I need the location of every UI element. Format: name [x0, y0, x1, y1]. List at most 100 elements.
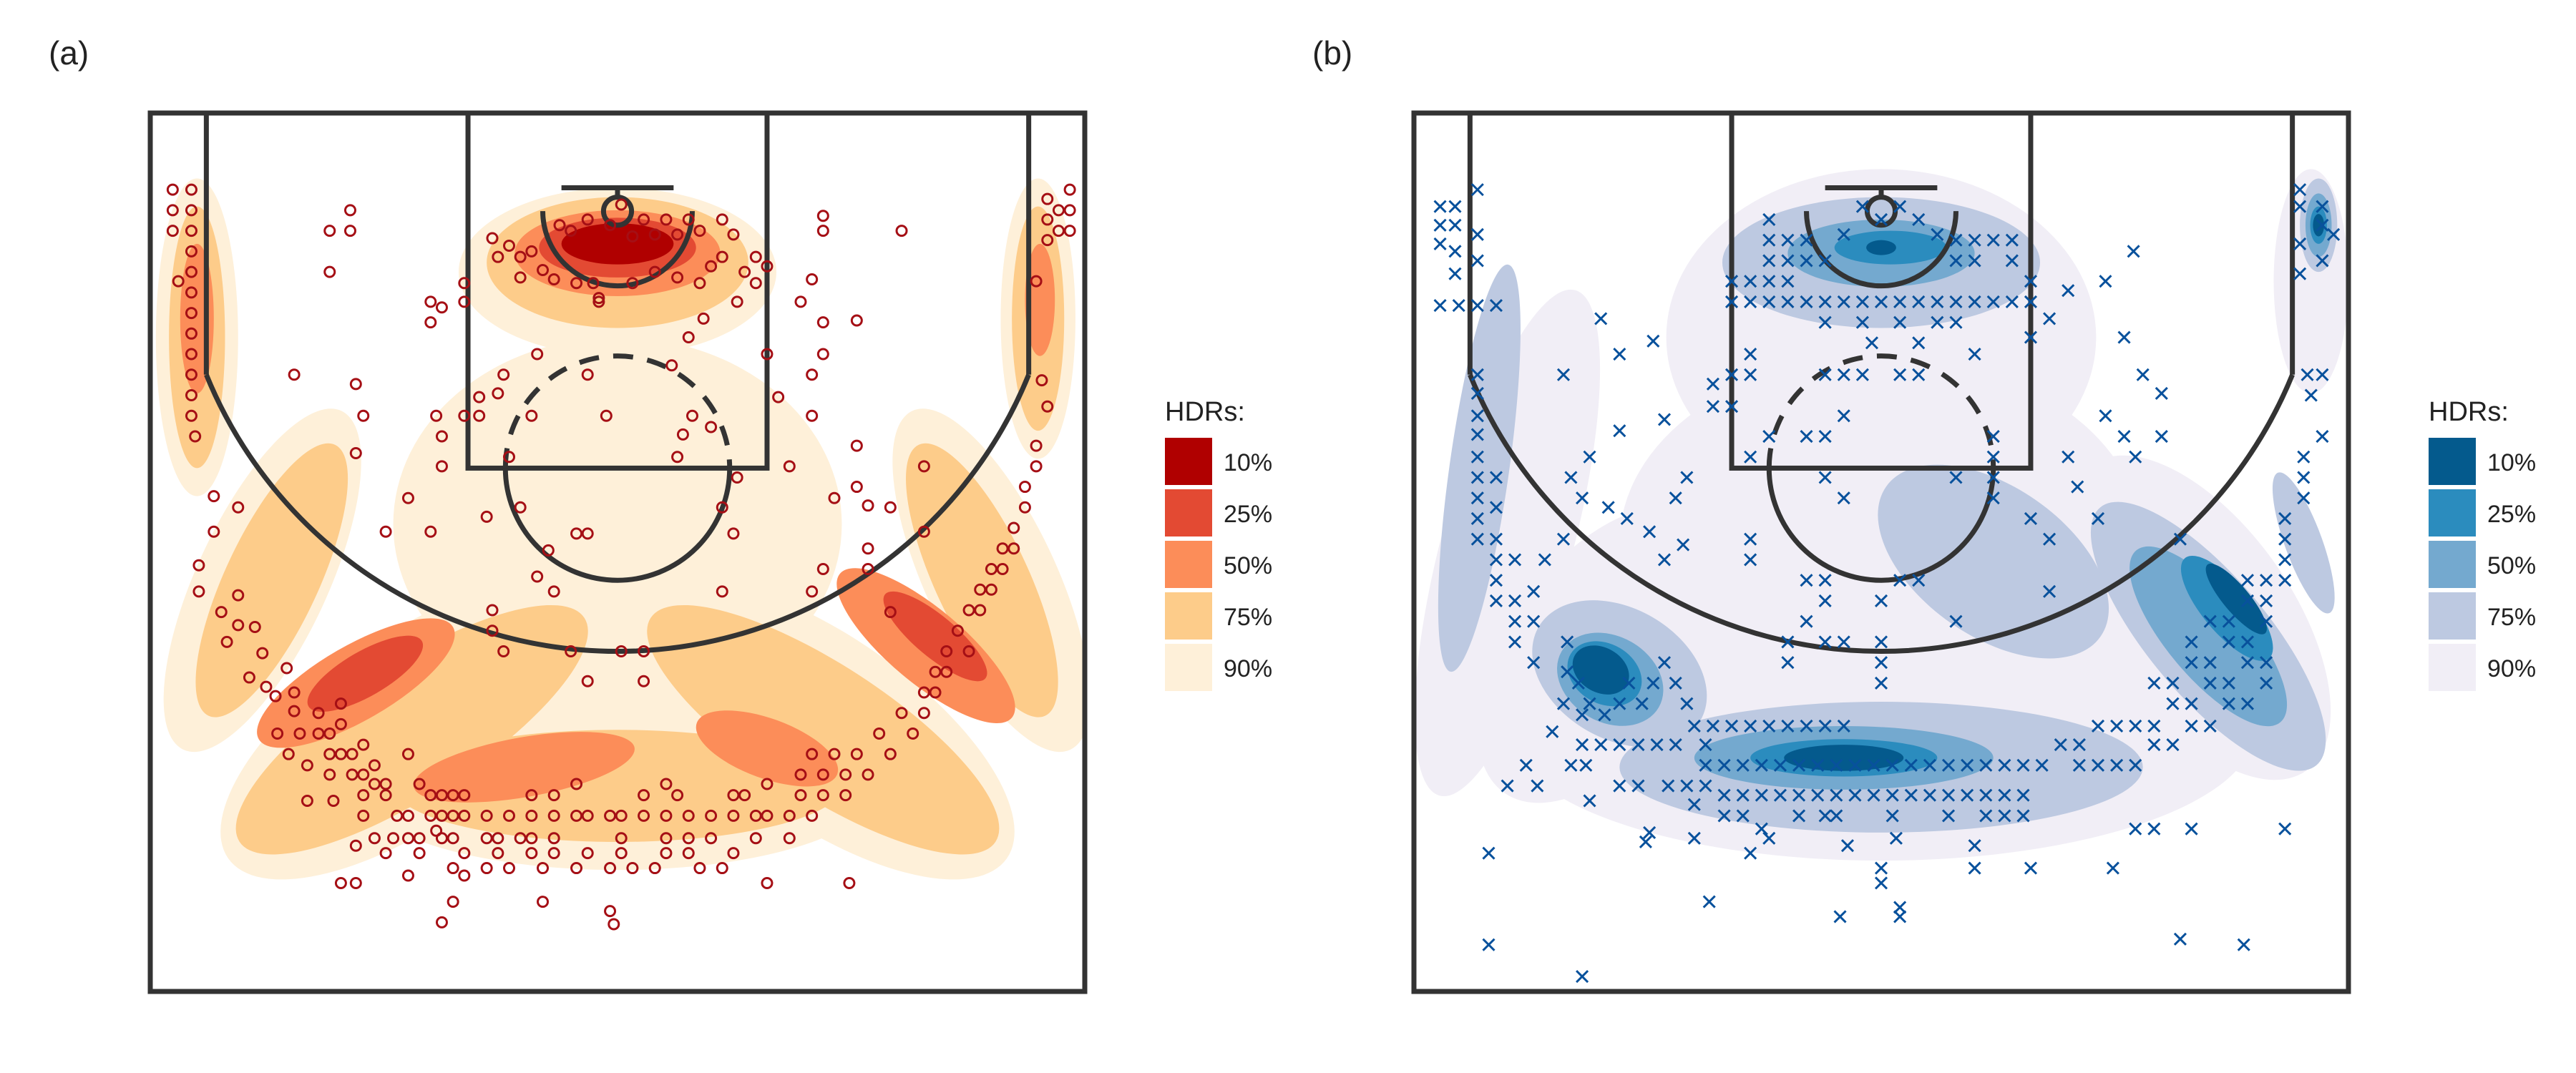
- shot-point: [727, 228, 740, 241]
- shot-point: [1008, 542, 1020, 555]
- shot-point: [2129, 822, 2142, 836]
- shot-point: [1986, 450, 2000, 464]
- shot-point: [480, 510, 493, 523]
- shot-point: [2316, 368, 2329, 381]
- shot-point: [1724, 368, 1739, 381]
- shot-point: [357, 409, 370, 422]
- hdr-region: [307, 635, 424, 712]
- hdr-region: [883, 591, 987, 682]
- shot-point: [615, 645, 628, 657]
- shot-point: [2147, 719, 2161, 733]
- shot-point: [447, 789, 459, 802]
- shot-point: [1762, 254, 1776, 268]
- shot-point: [816, 768, 829, 781]
- shot-point: [1893, 295, 1907, 308]
- shot-point: [2222, 697, 2235, 710]
- shot-point: [2166, 738, 2180, 752]
- shot-point: [1885, 758, 1899, 772]
- shot-point: [368, 778, 381, 790]
- shot-point: [1818, 315, 1832, 329]
- shot-point: [1724, 295, 1739, 308]
- shot-point: [738, 265, 751, 278]
- shot-point: [2016, 758, 2030, 772]
- shot-point: [553, 219, 566, 232]
- shot-point: [1865, 336, 1879, 350]
- shot-point: [2222, 676, 2235, 690]
- shot-point: [435, 460, 448, 473]
- shot-point: [2293, 183, 2307, 197]
- shot-point: [1912, 295, 1926, 308]
- hdr-regions-b: [1415, 169, 2348, 861]
- shot-point: [2091, 719, 2105, 733]
- shot-point: [1508, 614, 1522, 628]
- shot-point: [492, 387, 504, 400]
- shot-point: [531, 570, 544, 583]
- shot-point: [1622, 676, 1636, 690]
- shot-point: [600, 409, 613, 422]
- shot-point: [2222, 614, 2235, 628]
- shot-point: [1646, 334, 1660, 348]
- shot-point: [1508, 635, 1522, 649]
- shot-point: [581, 213, 594, 226]
- shot-point: [671, 271, 684, 284]
- shot-point: [1904, 788, 1918, 802]
- shot-point: [1699, 738, 1712, 752]
- shot-point: [2072, 758, 2086, 772]
- shot-point: [705, 809, 718, 822]
- shot-point: [2117, 429, 2131, 444]
- shot-point: [749, 832, 762, 845]
- shot-point: [615, 198, 628, 211]
- shot-point: [570, 862, 583, 875]
- shot-point: [2260, 656, 2273, 670]
- shot-point: [2166, 697, 2180, 710]
- shot-point: [660, 778, 673, 790]
- shot-point: [884, 748, 897, 760]
- shot-point: [401, 748, 414, 760]
- shot-point: [1998, 758, 2011, 772]
- shot-point: [638, 789, 650, 802]
- shot-point: [1433, 237, 1447, 250]
- shot-point: [1680, 697, 1694, 710]
- shot-point: [1986, 295, 2000, 308]
- shot-point: [1613, 738, 1626, 752]
- shot-point: [1489, 471, 1503, 484]
- shot-point: [940, 645, 953, 657]
- shot-point: [447, 896, 459, 908]
- shot-point: [1724, 400, 1739, 413]
- shot-point: [288, 705, 301, 717]
- legend-swatch-90pct: [1165, 644, 1212, 691]
- paint-key: [1729, 110, 2034, 471]
- shot-point: [1639, 835, 1652, 849]
- shot-point: [1030, 275, 1043, 288]
- shot-point: [1063, 225, 1076, 237]
- shot-point: [2301, 368, 2314, 381]
- shot-point: [401, 491, 414, 504]
- court-a: [147, 110, 1088, 994]
- shot-point: [587, 277, 600, 290]
- shot-point: [185, 245, 197, 258]
- shot-point: [2129, 719, 2142, 733]
- shot-point: [2106, 861, 2119, 875]
- shot-point: [2278, 532, 2292, 546]
- shot-point: [301, 794, 313, 807]
- hdr-region: [2129, 546, 2288, 727]
- shot-point: [1508, 594, 1522, 607]
- shot-point: [185, 265, 197, 278]
- shot-point: [1018, 501, 1031, 514]
- shot-point: [884, 501, 897, 514]
- shot-point: [693, 225, 706, 237]
- shot-point: [166, 183, 179, 196]
- shot-point: [1961, 788, 1974, 802]
- hdr-regions-a: [155, 178, 1085, 880]
- shot-point: [458, 847, 471, 860]
- shot-point: [1657, 553, 1672, 567]
- shot-point: [895, 707, 908, 720]
- shot-point: [185, 183, 197, 196]
- shot-point: [1680, 779, 1694, 793]
- shot-point: [368, 759, 381, 772]
- shot-point: [537, 263, 550, 276]
- shot-point: [480, 809, 493, 822]
- shot-point: [323, 727, 336, 740]
- shot-point: [1583, 697, 1596, 710]
- shot-point: [1613, 424, 1626, 438]
